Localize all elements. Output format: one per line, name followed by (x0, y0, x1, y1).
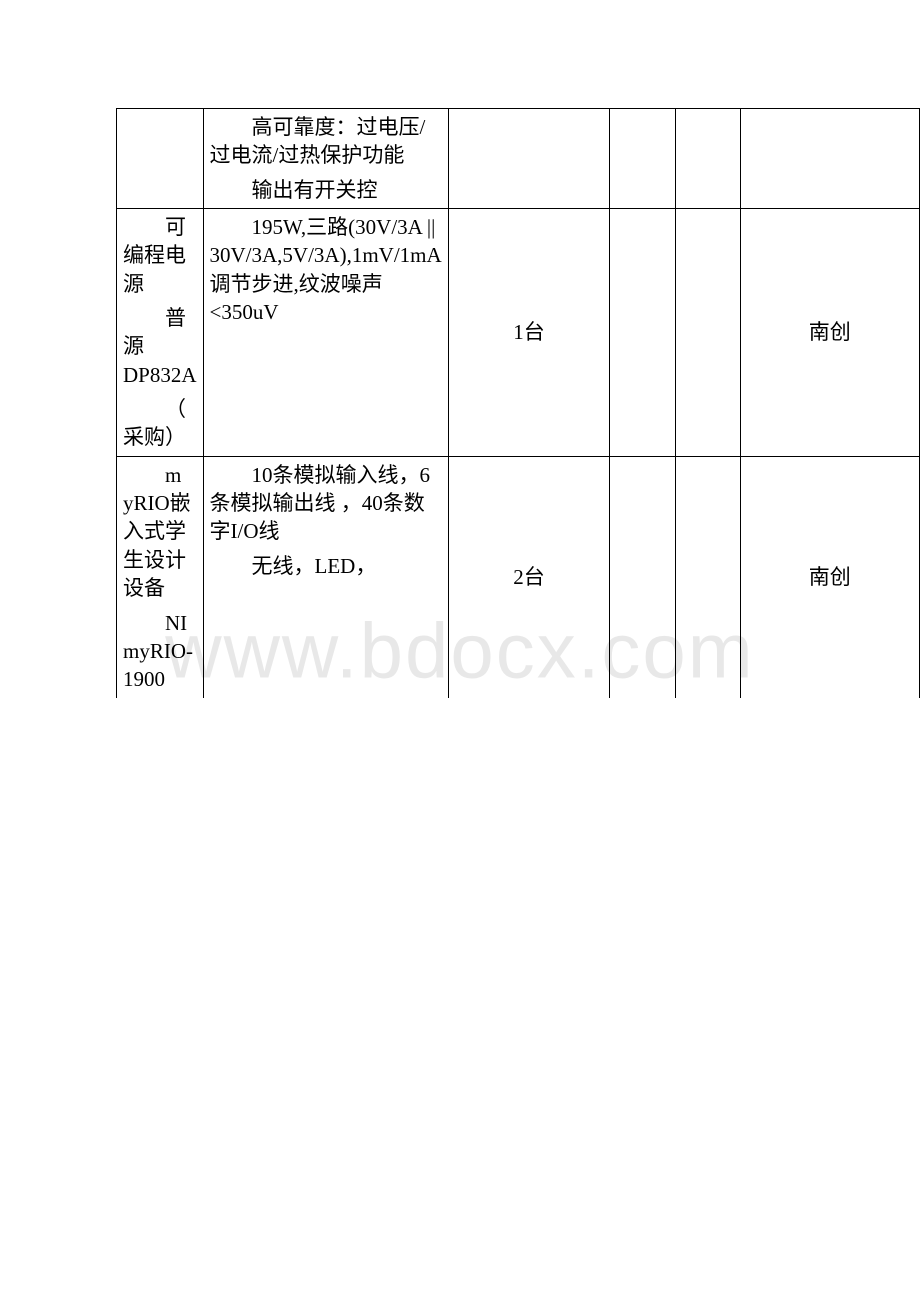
cell-spec: 195W,三路(30V/3A || 30V/3A,5V/3A),1mV/1mA调… (203, 209, 448, 457)
name-text: m (165, 463, 181, 487)
name-text: yRIO嵌入式学生设计设备 (123, 491, 191, 600)
cell-blank (610, 109, 676, 209)
cell-qty (448, 109, 610, 209)
name-text: 源DP832A (123, 334, 197, 386)
spec-text: 1 (252, 215, 263, 239)
spec-text: 1 (252, 463, 263, 487)
name-text: （ (165, 397, 186, 421)
cell-name (117, 109, 204, 209)
name-text: 可 (165, 215, 186, 239)
table-row: 可编程电源 普源DP832A （ 采购） 195W,三路(30V/3A || 30… (117, 209, 920, 457)
table-row: myRIO嵌入式学生设计设备 NI myRIO-1900 10条模拟输入线，6条… (117, 456, 920, 697)
name-text: N (165, 611, 180, 635)
equipment-table: 高可靠度：过电压/过电流/过热保护功能 输出有开关控 可编程电源 普源DP832… (116, 108, 920, 698)
cell-blank (676, 209, 740, 457)
qty-text: 2台 (513, 565, 545, 589)
cell-qty: 1台 (448, 209, 610, 457)
cell-qty: 2台 (448, 456, 610, 697)
qty-text: 1台 (513, 320, 545, 344)
cell-name: 可编程电源 普源DP832A （ 采购） (117, 209, 204, 457)
vendor-text: 南创 (809, 565, 851, 589)
name-text: 编程电源 (123, 243, 186, 295)
cell-blank (610, 456, 676, 697)
cell-vendor (740, 109, 919, 209)
cell-spec: 高可靠度：过电压/过电流/过热保护功能 输出有开关控 (203, 109, 448, 209)
cell-name: myRIO嵌入式学生设计设备 NI myRIO-1900 (117, 456, 204, 697)
spec-text: 高 (252, 115, 273, 139)
spec-text: 出有开关控 (273, 178, 378, 202)
cell-blank (676, 109, 740, 209)
table-container: 高可靠度：过电压/过电流/过热保护功能 输出有开关控 可编程电源 普源DP832… (116, 108, 920, 698)
vendor-text: 南创 (809, 320, 851, 344)
spec-text: 无 (252, 554, 273, 578)
name-text: 采购） (123, 425, 186, 449)
cell-vendor: 南创 (740, 209, 919, 457)
cell-blank (610, 209, 676, 457)
spec-text: 输 (252, 178, 273, 202)
cell-vendor: 南创 (740, 456, 919, 697)
name-text: 普 (165, 306, 186, 330)
table-row: 高可靠度：过电压/过电流/过热保护功能 输出有开关控 (117, 109, 920, 209)
cell-spec: 10条模拟输入线，6条模拟输出线 ，40条数字I/O线 无线，LED， (203, 456, 448, 697)
cell-blank (676, 456, 740, 697)
spec-text: 线，LED， (273, 554, 377, 578)
